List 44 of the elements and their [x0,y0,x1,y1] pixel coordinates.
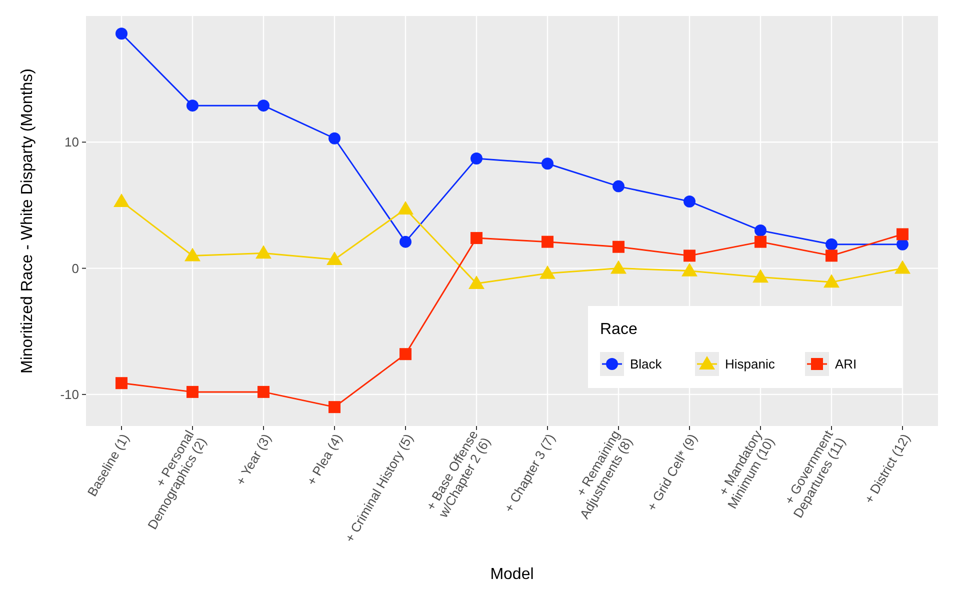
y-tick-label: 0 [72,260,79,276]
point [184,248,200,262]
point [400,236,412,248]
point [468,275,484,289]
point [116,28,128,40]
point [826,250,838,262]
point [542,236,554,248]
point [896,228,908,240]
point [684,250,696,262]
legend-label: Black [630,356,662,372]
point [186,100,198,112]
point [400,348,412,360]
point [258,386,270,398]
point [256,245,272,259]
point [258,100,270,112]
point [398,201,414,215]
point [824,274,840,288]
legend-label: Hispanic [725,356,776,372]
point [328,401,340,414]
point [612,240,624,253]
point [610,260,626,274]
point [116,377,128,390]
point [186,386,198,398]
legend-title: Race [600,321,638,338]
x-axis-title: Model [490,566,534,583]
point [682,262,698,276]
point [540,265,556,279]
point [894,260,910,274]
y-tick-label: -10 [60,387,79,402]
point [326,251,342,265]
point [754,236,766,248]
point [114,193,130,207]
point [328,132,340,144]
legend-label: ARI [835,356,857,372]
point [470,232,482,244]
y-tick-label: 10 [64,134,79,150]
y-axis-title: Minoritized Race - White Disparty (Months) [19,68,36,374]
point [754,224,766,236]
point [470,152,482,165]
point [542,158,554,170]
point [752,269,768,283]
point [826,238,838,250]
point [612,180,624,192]
point [684,195,696,208]
